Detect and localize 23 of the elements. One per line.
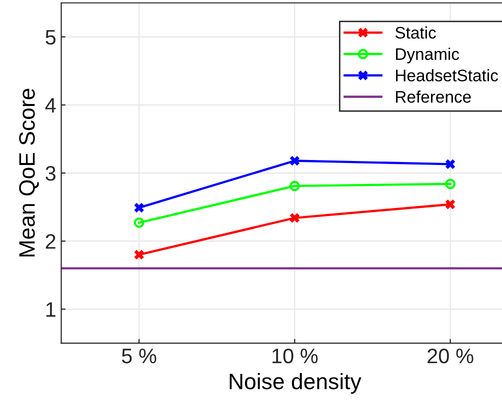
y-axis-title: Mean QoE Score bbox=[19, 88, 39, 256]
x-tick-label: 10 % bbox=[272, 348, 318, 364]
point bbox=[290, 213, 300, 223]
legend-label: Reference bbox=[396, 90, 471, 103]
point bbox=[290, 156, 300, 166]
point bbox=[134, 202, 144, 213]
point bbox=[445, 178, 456, 190]
point bbox=[445, 159, 456, 170]
x-tick-label: 20 % bbox=[428, 348, 474, 364]
legend-label: HeadsetStatic bbox=[396, 69, 498, 82]
y-tick-label: 5 bbox=[46, 30, 56, 45]
point bbox=[445, 199, 456, 210]
y-tick-label: 2 bbox=[46, 234, 56, 249]
y-tick-label: 3 bbox=[46, 166, 56, 181]
point bbox=[289, 180, 300, 192]
legend-label: Static bbox=[395, 26, 436, 39]
x-axis-title: Noise density bbox=[230, 373, 362, 394]
y-tick-label: 1 bbox=[46, 302, 56, 317]
x-tick-label: 5 % bbox=[122, 348, 156, 364]
point bbox=[134, 250, 144, 260]
point bbox=[134, 217, 144, 228]
legend-label: Dynamic bbox=[396, 48, 460, 64]
y-tick-label: 4 bbox=[45, 98, 56, 113]
